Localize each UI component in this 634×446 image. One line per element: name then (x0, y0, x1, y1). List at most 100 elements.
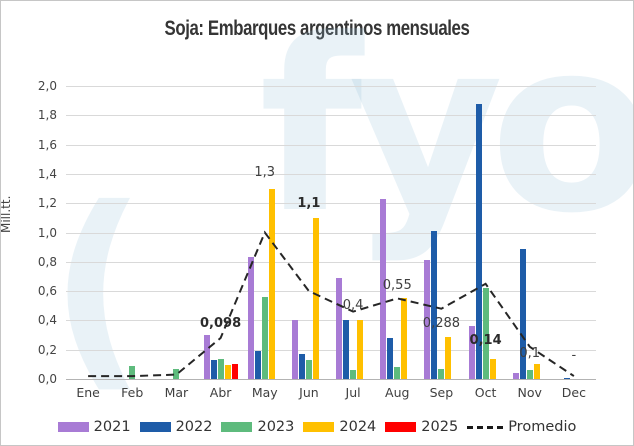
legend-item-promedio: Promedio (467, 419, 576, 435)
bar-2024-Sep (445, 336, 452, 379)
bar-2021-Aug (380, 198, 387, 379)
bar-2023-Abr (217, 358, 224, 379)
y-tick-label: 0,6 (37, 284, 57, 299)
bar-2022-Abr (210, 359, 217, 379)
bar-2021-May (247, 257, 254, 379)
legend-label: 2021 (93, 419, 131, 435)
gridline (66, 261, 596, 263)
bar-2023-Nov (526, 370, 533, 379)
x-tick-label: Nov (517, 385, 542, 400)
bar-2023-May (261, 296, 268, 379)
x-tick-label: Aug (385, 385, 410, 400)
y-tick-label: 1,2 (37, 196, 57, 211)
chart-title: Soja: Embarques argentinos mensuales (164, 17, 470, 40)
bar-2022-Oct (475, 103, 482, 379)
bar-2024-Jul (357, 320, 364, 379)
bar-2024-Nov (533, 364, 540, 379)
y-tick-label: 1,4 (37, 166, 57, 181)
y-tick-label: 1,8 (37, 108, 57, 123)
gridline (66, 203, 596, 205)
bar-2023-Oct (482, 288, 489, 379)
bar-2023-Aug (394, 367, 401, 379)
bar-2024-Aug (401, 298, 408, 379)
x-tick-label: Jun (299, 385, 319, 400)
data-label-Sep: 0,288 (422, 315, 461, 331)
x-tick-label: Sep (429, 385, 454, 400)
bar-2025-Abr (231, 364, 238, 379)
data-label-Abr: 0,098 (200, 315, 242, 331)
data-label-May: 1,3 (254, 164, 276, 180)
x-tick-label: Feb (121, 385, 144, 400)
legend-label: 2022 (175, 419, 213, 435)
legend: 2021 2022 2023 2024 2025 Promedio (1, 419, 633, 435)
bar-2023-Mar (173, 368, 180, 379)
x-axis-line (66, 379, 596, 380)
legend-label: 2025 (421, 419, 459, 435)
gridline (66, 349, 596, 351)
y-tick-label: 0,8 (37, 254, 57, 269)
y-tick-label: 0,2 (37, 342, 57, 357)
legend-item-2025: 2025 (385, 419, 458, 435)
bar-2023-Jul (350, 370, 357, 379)
gridline (66, 232, 596, 234)
legend-color-swatch (303, 422, 335, 432)
bar-2023-Jun (305, 359, 312, 379)
bar-2022-Jun (298, 354, 305, 379)
bar-2022-Nov (519, 248, 526, 379)
promedio-line (88, 230, 575, 378)
legend-label: Promedio (508, 419, 577, 435)
data-label-Jul: 0,4 (342, 298, 364, 314)
x-tick-label: Abr (209, 385, 232, 400)
gridline (66, 320, 596, 322)
data-label-Jun: 1,1 (297, 195, 321, 211)
bar-2023-Sep (438, 368, 445, 379)
bar-2023-Feb (129, 365, 136, 379)
legend-item-2023: 2023 (221, 419, 294, 435)
bar-2021-Abr (203, 335, 210, 379)
legend-color-swatch (385, 422, 417, 432)
x-tick-label: Oct (474, 385, 497, 400)
y-tick-label: 1,6 (37, 137, 57, 152)
x-tick-label: Ene (76, 385, 100, 400)
legend-item-2024: 2024 (303, 419, 376, 435)
data-label-Aug: 0,55 (382, 277, 412, 293)
gridline (66, 86, 596, 87)
data-label-Dec: - (571, 347, 577, 363)
bar-2022-Dec (563, 377, 570, 379)
bar-2021-Sep (424, 260, 431, 379)
gridline (66, 144, 596, 146)
x-tick-label: Dec (561, 385, 587, 400)
legend-item-2022: 2022 (139, 419, 213, 435)
legend-color-swatch (57, 422, 89, 432)
x-tick-label: Mar (164, 385, 189, 400)
legend-dash-swatch (467, 425, 504, 429)
legend-label: 2023 (257, 419, 295, 435)
bar-2022-Jul (343, 320, 350, 379)
bar-2022-Aug (387, 337, 394, 379)
bar-2024-Abr (224, 364, 231, 379)
y-tick-label: 1,0 (37, 225, 57, 240)
bar-2022-Sep (431, 231, 438, 379)
bar-2021-Oct (468, 326, 475, 379)
legend-color-swatch (221, 422, 253, 432)
legend-color-swatch (139, 422, 171, 432)
y-tick-label: 0,4 (37, 313, 57, 328)
bar-2024-Jun (312, 217, 319, 379)
x-tick-label: May (251, 385, 278, 400)
y-tick-label: 0,0 (37, 372, 57, 386)
data-label-Oct: 0,14 (469, 332, 502, 348)
legend-item-2021: 2021 (57, 419, 131, 435)
legend-label: 2024 (339, 419, 377, 435)
y-tick-label: 2,0 (37, 79, 57, 93)
gridline (66, 291, 596, 293)
bar-2024-Oct (489, 358, 496, 379)
plot-area: 0,098 1,3 1,1 0,4 0,55 0,288 0,14 0,1 - (66, 86, 596, 380)
x-tick-label: Jul (345, 385, 361, 400)
bar-2021-Jun (291, 320, 298, 379)
bar-2024-May (268, 188, 275, 379)
gridline (66, 173, 596, 175)
data-label-Nov: 0,1 (519, 345, 541, 361)
bar-2021-Jul (336, 277, 343, 379)
bar-2022-May (254, 351, 261, 379)
